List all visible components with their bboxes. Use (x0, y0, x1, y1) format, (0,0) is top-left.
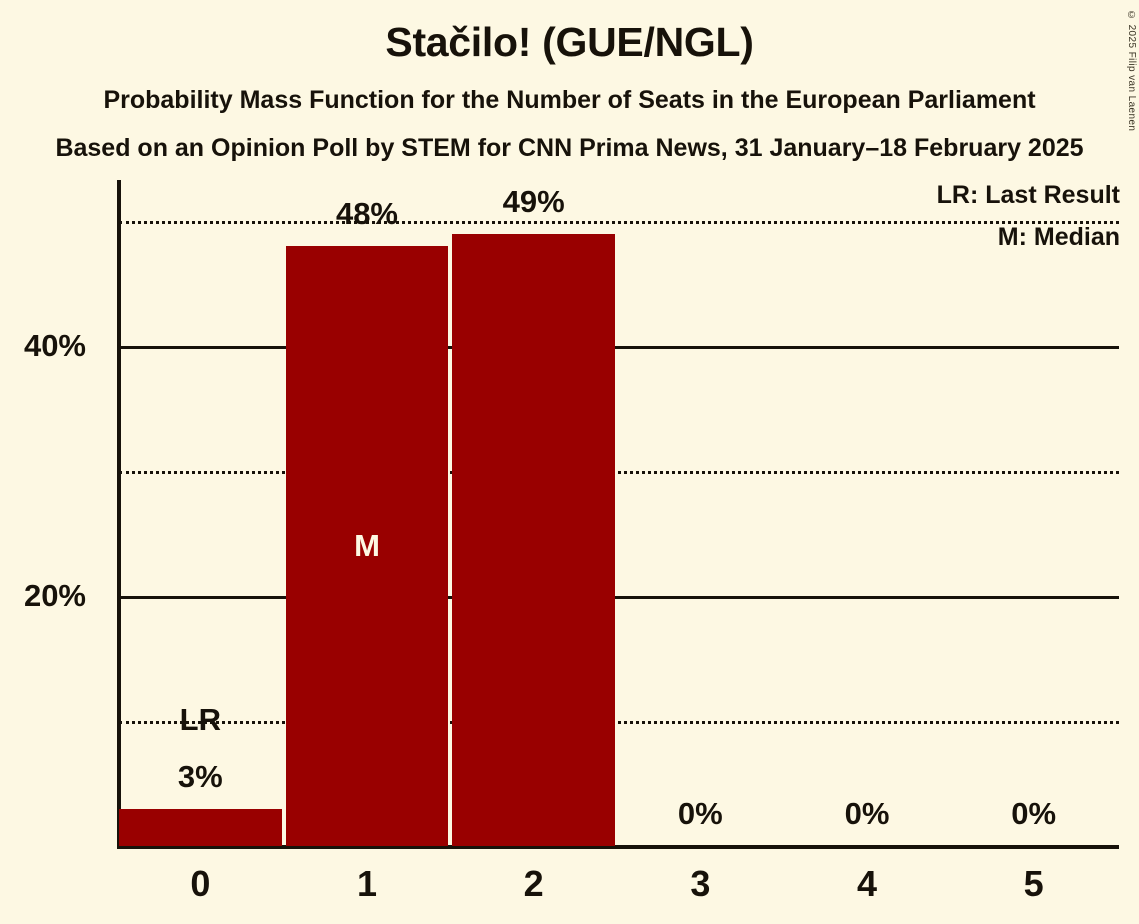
bar-value-label-1: 48% (335, 196, 398, 231)
marker-lr-seats-0: LR (179, 702, 221, 737)
bar-value-label-5: 0% (1011, 796, 1057, 831)
copyright-notice: © 2025 Filip van Laenen (1126, 10, 1137, 132)
y-axis-tick-label: 20% (23, 578, 86, 613)
x-axis-tick-label-1: 1 (356, 863, 377, 904)
y-axis-tick-label: 40% (23, 328, 86, 363)
legend-item-last-result: LR: Last Result (936, 181, 1120, 209)
x-axis-tick-label-4: 4 (856, 863, 877, 904)
gridline-30pct (119, 471, 1119, 474)
bar-value-label-2: 49% (502, 183, 565, 219)
x-axis-tick-label-0: 0 (190, 863, 211, 904)
bar-seats-0 (119, 808, 282, 846)
bar-value-label-4: 0% (844, 796, 890, 831)
chart-subtitle: Probability Mass Function for the Number… (103, 86, 1036, 114)
x-axis-tick-label-5: 5 (1023, 863, 1044, 904)
marker-m-seats-1: M (354, 528, 380, 563)
x-axis-tick-label-2: 2 (523, 863, 544, 904)
legend-item-median: M: Median (997, 223, 1120, 251)
y-axis-line (117, 180, 121, 849)
gridline-50pct (119, 221, 1119, 224)
bar-value-label-3: 0% (677, 796, 723, 831)
x-axis-line (117, 845, 1119, 849)
chart-source-note: Based on an Opinion Poll by STEM for CNN… (55, 134, 1084, 162)
chart-title: Stačilo! (GUE/NGL) (385, 19, 754, 65)
gridline-40pct (119, 346, 1119, 349)
gridline-10pct (119, 721, 1119, 724)
bar-seats-1 (285, 246, 449, 846)
chart-legend: LR: Last Result M: Median (937, 183, 1120, 267)
bar-value-label-0: 3% (177, 758, 223, 794)
gridline-20pct (119, 596, 1119, 599)
x-axis-tick-label-3: 3 (690, 863, 711, 904)
bar-seats-2 (452, 233, 615, 846)
